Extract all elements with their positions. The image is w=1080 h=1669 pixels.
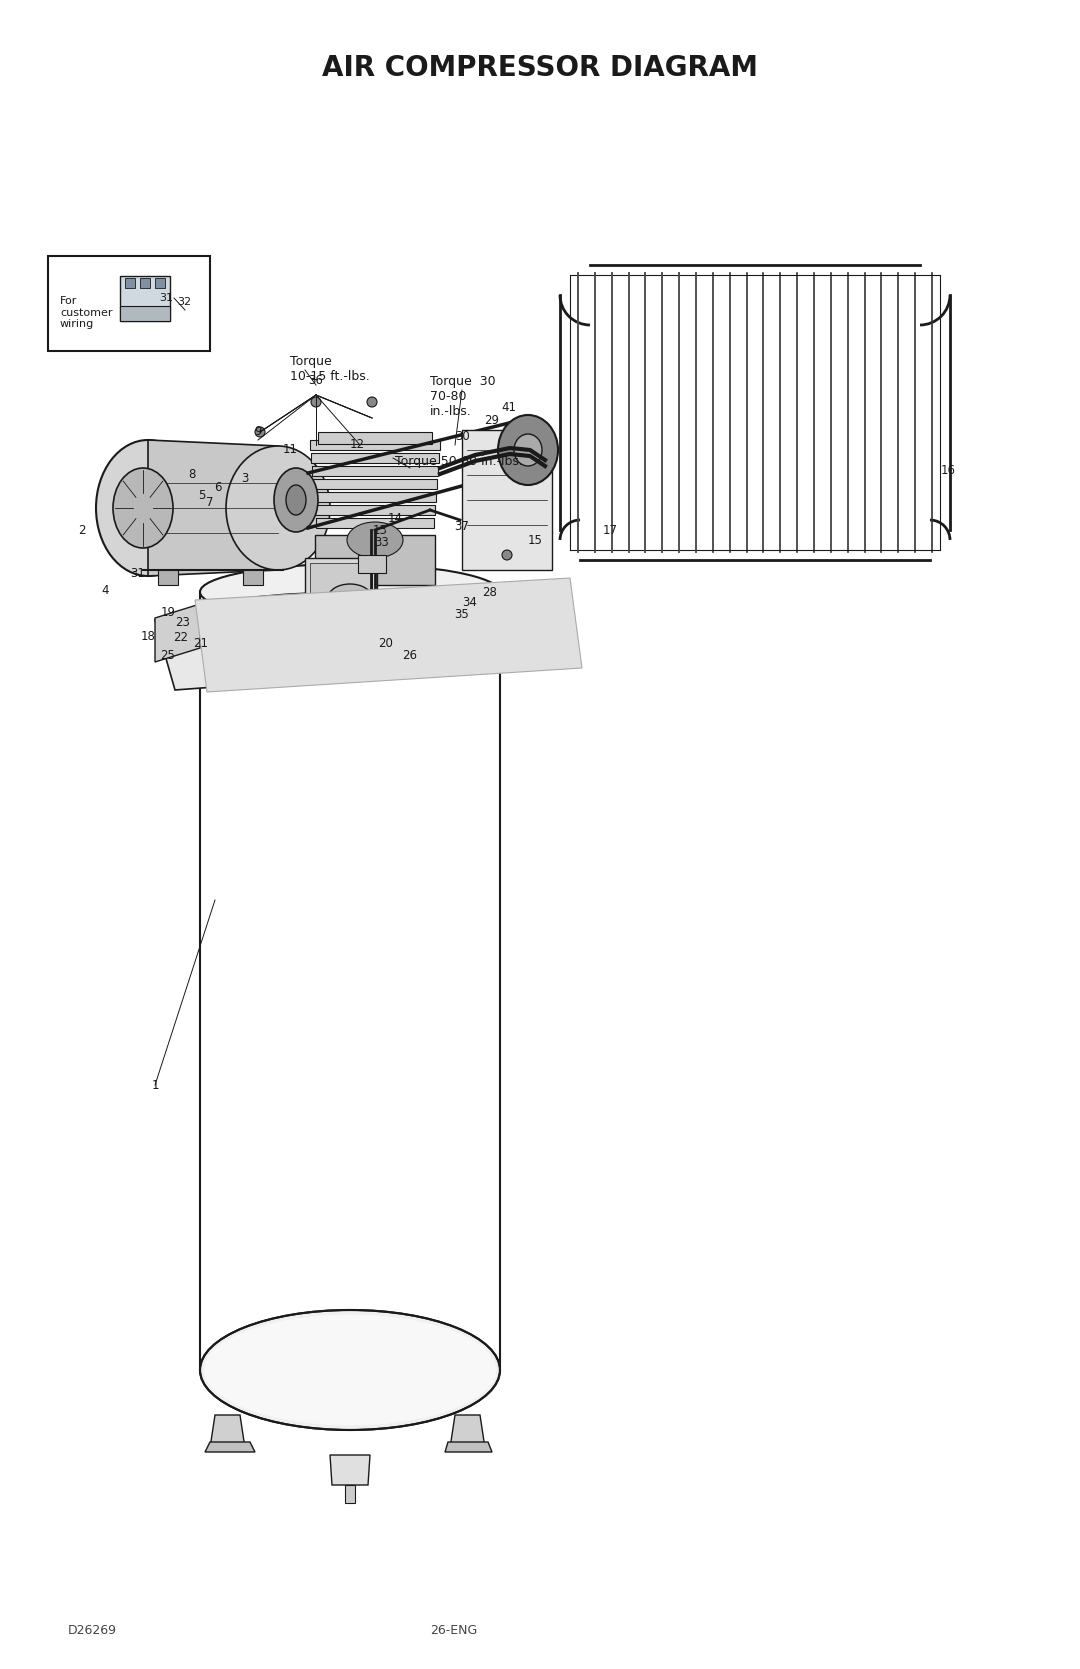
Bar [120,275,170,320]
Bar [156,279,165,289]
Text: 2: 2 [78,524,85,536]
Ellipse shape [347,522,403,557]
Ellipse shape [286,486,306,516]
Text: 34: 34 [462,596,477,609]
Ellipse shape [192,609,208,619]
Text: 4: 4 [102,584,109,596]
Ellipse shape [255,427,265,437]
Ellipse shape [200,564,500,619]
Ellipse shape [222,604,238,614]
Polygon shape [210,1415,245,1449]
Bar [315,536,435,586]
Text: 37: 37 [455,519,470,532]
Ellipse shape [328,584,372,613]
Ellipse shape [113,467,173,547]
Text: 1: 1 [151,1078,159,1092]
Bar [120,305,170,320]
Text: 11: 11 [283,442,297,456]
Text: 15: 15 [527,534,542,546]
Text: Torque
10-15 ft.-lbs.: Torque 10-15 ft.-lbs. [291,355,369,382]
Text: 31: 31 [131,566,146,579]
Bar [310,562,372,598]
Bar [125,279,135,289]
Bar [243,571,264,586]
Text: 32: 32 [177,297,191,307]
Text: 26-ENG: 26-ENG [430,1624,477,1637]
Bar [316,517,434,527]
Polygon shape [205,1442,255,1452]
Bar [462,431,552,571]
Text: 21: 21 [193,636,208,649]
Bar [158,571,178,586]
Text: 33: 33 [375,536,390,549]
Ellipse shape [514,434,542,466]
Text: 3: 3 [241,472,248,484]
Text: D26269: D26269 [68,1624,117,1637]
Text: 30: 30 [456,429,471,442]
Polygon shape [445,1442,492,1452]
Polygon shape [330,1455,370,1485]
Bar [48,255,210,350]
Bar [312,466,438,476]
Ellipse shape [498,416,558,486]
Text: 8: 8 [188,467,195,481]
Bar [310,441,440,451]
Text: 7: 7 [206,496,214,509]
Text: 36: 36 [309,374,323,387]
Ellipse shape [200,1310,500,1430]
Polygon shape [156,604,200,663]
Text: 25: 25 [161,649,175,661]
Polygon shape [148,441,278,576]
Bar [305,557,377,603]
Bar [314,492,436,502]
Ellipse shape [502,551,512,561]
Text: Torque 50-60 in.-lbs.: Torque 50-60 in.-lbs. [395,456,523,467]
Text: 17: 17 [603,524,618,536]
Polygon shape [156,591,575,689]
Text: 13: 13 [373,524,388,536]
Bar [313,479,437,489]
Text: 28: 28 [483,586,498,599]
Text: AIR COMPRESSOR DIAGRAM: AIR COMPRESSOR DIAGRAM [322,53,758,82]
Bar [318,432,432,444]
Ellipse shape [96,441,200,576]
Ellipse shape [367,397,377,407]
Text: 23: 23 [176,616,190,629]
Text: 29: 29 [485,414,499,427]
Text: 9: 9 [254,424,261,437]
Text: 18: 18 [140,629,156,643]
Text: 19: 19 [161,606,175,619]
Text: 26: 26 [403,649,418,661]
Text: 20: 20 [379,636,393,649]
Ellipse shape [311,397,321,407]
Text: For
customer
wiring: For customer wiring [60,295,112,329]
Text: 6: 6 [214,481,221,494]
Text: 31: 31 [159,294,173,304]
Bar [140,279,150,289]
Text: 14: 14 [388,511,403,524]
Text: Torque  30
70-80
in.-lbs.: Torque 30 70-80 in.-lbs. [430,376,496,417]
Text: 35: 35 [455,608,470,621]
Bar [315,506,435,516]
Ellipse shape [226,446,330,571]
Text: 22: 22 [174,631,189,644]
Text: 41: 41 [501,401,516,414]
Ellipse shape [377,609,393,619]
Ellipse shape [204,1315,496,1425]
Polygon shape [195,577,582,693]
Ellipse shape [274,467,318,532]
Bar [168,624,478,639]
Text: 16: 16 [941,464,956,477]
Bar [345,1485,355,1504]
Text: 12: 12 [350,437,365,451]
Text: 5: 5 [199,489,205,501]
Bar [357,556,386,572]
Polygon shape [450,1415,485,1449]
Bar [311,452,438,462]
